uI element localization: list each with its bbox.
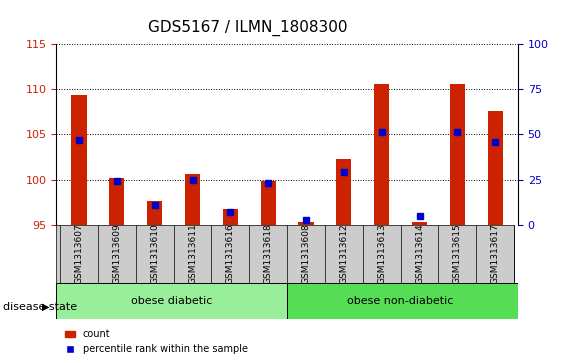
Bar	[336, 159, 351, 225]
Text: disease state: disease state	[3, 302, 77, 312]
Bar	[185, 174, 200, 225]
Bar	[72, 95, 87, 225]
Bar	[287, 283, 518, 319]
Text: obese diabetic: obese diabetic	[131, 296, 212, 306]
Text: GSM1313612: GSM1313612	[339, 224, 348, 285]
Text: GSM1313618: GSM1313618	[263, 224, 272, 285]
Text: GSM1313609: GSM1313609	[113, 224, 122, 285]
Bar	[223, 209, 238, 225]
Bar	[56, 283, 287, 319]
Legend: count, percentile rank within the sample: count, percentile rank within the sample	[61, 326, 252, 358]
Bar	[450, 84, 465, 225]
Text: GDS5167 / ILMN_1808300: GDS5167 / ILMN_1808300	[148, 20, 347, 36]
Bar	[261, 182, 276, 225]
Bar	[412, 222, 427, 225]
Text: ▶: ▶	[42, 302, 50, 312]
Text: GSM1313608: GSM1313608	[302, 224, 311, 285]
Bar	[147, 201, 162, 225]
Text: GSM1313611: GSM1313611	[188, 224, 197, 285]
Text: GSM1313617: GSM1313617	[491, 224, 500, 285]
Bar	[109, 178, 124, 225]
Text: GSM1313615: GSM1313615	[453, 224, 462, 285]
Text: GSM1313607: GSM1313607	[74, 224, 83, 285]
Text: GSM1313610: GSM1313610	[150, 224, 159, 285]
Text: obese non-diabetic: obese non-diabetic	[347, 296, 454, 306]
Bar	[374, 84, 389, 225]
Bar	[488, 111, 503, 225]
Bar	[298, 222, 314, 225]
Text: GSM1313616: GSM1313616	[226, 224, 235, 285]
Text: GSM1313613: GSM1313613	[377, 224, 386, 285]
Text: GSM1313614: GSM1313614	[415, 224, 424, 285]
